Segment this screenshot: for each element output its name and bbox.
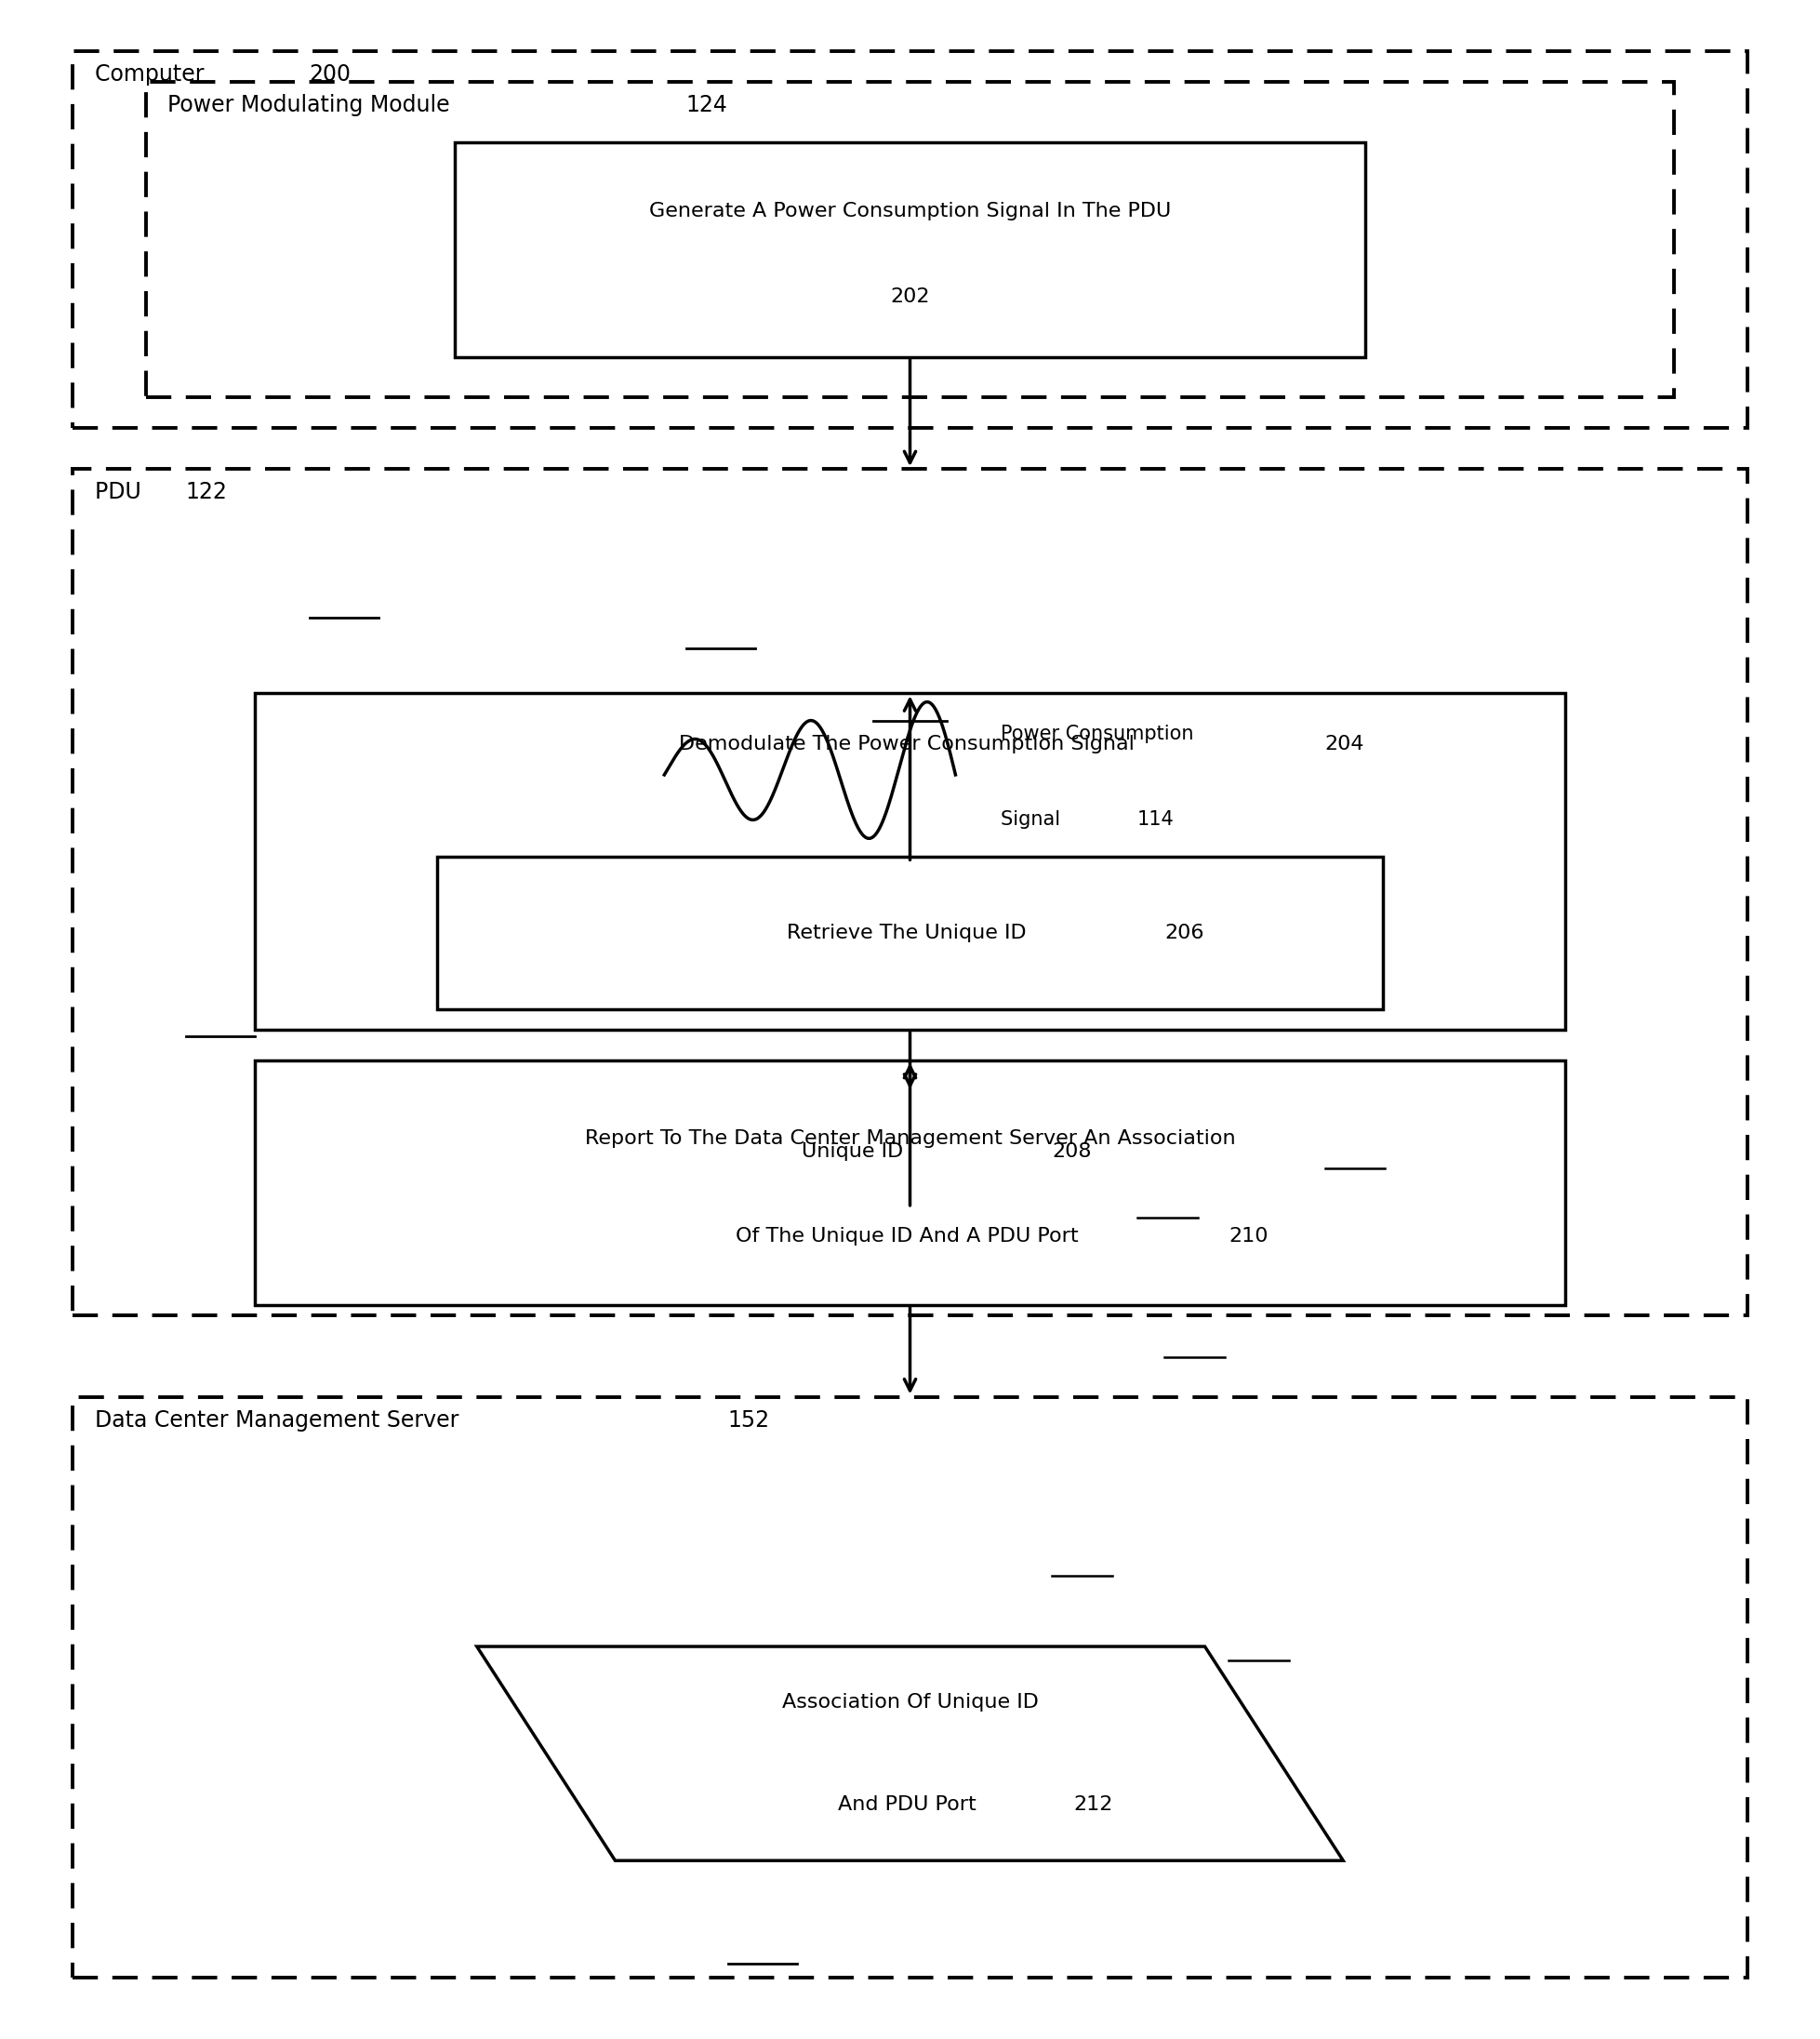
Bar	[437, 856, 1383, 1009]
Text: Generate A Power Consumption Signal In The PDU: Generate A Power Consumption Signal In T…	[650, 202, 1170, 220]
Bar	[73, 469, 1747, 1315]
Text: Of The Unique ID And A PDU Port: Of The Unique ID And A PDU Port	[735, 1227, 1085, 1246]
Text: 202: 202	[890, 287, 930, 306]
Bar	[73, 1397, 1747, 1978]
Text: Report To The Data Center Management Server An Association: Report To The Data Center Management Ser…	[584, 1130, 1236, 1148]
Polygon shape	[477, 1648, 1343, 1860]
Text: 114: 114	[1138, 809, 1174, 830]
Text: Demodulate The Power Consumption Signal: Demodulate The Power Consumption Signal	[679, 734, 1141, 754]
Text: 204: 204	[1325, 734, 1365, 754]
Text: And PDU Port: And PDU Port	[837, 1794, 983, 1815]
Text: 122: 122	[186, 481, 228, 504]
Text: Retrieve The Unique ID: Retrieve The Unique ID	[786, 924, 1034, 942]
Text: 212: 212	[1074, 1794, 1114, 1815]
Text: Signal: Signal	[1001, 809, 1067, 830]
Text: 208: 208	[1052, 1142, 1092, 1162]
Bar	[255, 1060, 1565, 1305]
Polygon shape	[499, 1097, 1321, 1207]
Text: Unique ID: Unique ID	[801, 1142, 910, 1162]
Bar	[455, 143, 1365, 357]
Text: Power Consumption: Power Consumption	[1001, 724, 1194, 744]
Text: 210: 210	[1229, 1227, 1269, 1246]
Text: 152: 152	[728, 1409, 770, 1431]
Bar	[73, 51, 1747, 428]
Text: 200: 200	[309, 63, 351, 86]
Bar	[146, 82, 1674, 398]
Bar	[255, 693, 1565, 1030]
Text: 124: 124	[686, 94, 728, 116]
Text: 206: 206	[1165, 924, 1205, 942]
Text: Data Center Management Server: Data Center Management Server	[95, 1409, 466, 1431]
Text: Power Modulating Module: Power Modulating Module	[167, 94, 457, 116]
Text: PDU: PDU	[95, 481, 147, 504]
Text: Computer: Computer	[95, 63, 211, 86]
Text: Association Of Unique ID: Association Of Unique ID	[783, 1692, 1037, 1713]
